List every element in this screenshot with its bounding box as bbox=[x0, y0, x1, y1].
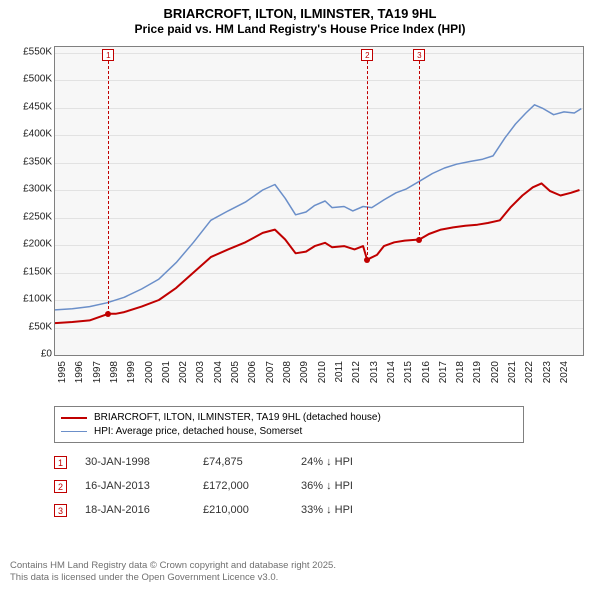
x-tick-label: 1997 bbox=[92, 361, 104, 383]
x-tick-label: 1996 bbox=[74, 361, 86, 383]
x-tick-label: 2000 bbox=[144, 361, 156, 383]
transaction-diff: 33% ↓ HPI bbox=[301, 504, 401, 516]
x-tick-label: 2021 bbox=[507, 361, 519, 383]
transaction-table: 1 30-JAN-1998 £74,875 24% ↓ HPI 2 16-JAN-2013… bbox=[54, 450, 401, 522]
transaction-marker: 2 bbox=[54, 480, 67, 493]
transaction-price: £172,000 bbox=[203, 480, 283, 492]
x-tick-label: 2007 bbox=[265, 361, 277, 383]
chart: £0 £50K £100K £150K £200K £250K £300K £350K £400… bbox=[10, 46, 590, 398]
legend-label: HPI: Average price, detached house, Some… bbox=[94, 425, 302, 439]
marker-dot bbox=[416, 237, 422, 243]
legend-item: HPI: Average price, detached house, Some… bbox=[61, 425, 517, 439]
transaction-marker: 3 bbox=[54, 504, 67, 517]
legend: BRIARCROFT, ILTON, ILMINSTER, TA19 9HL (… bbox=[54, 406, 524, 443]
chart-svg bbox=[55, 47, 583, 355]
title-line2: Price paid vs. HM Land Registry's House … bbox=[0, 22, 600, 37]
y-tick-label: £350K bbox=[10, 156, 52, 167]
title-line1: BRIARCROFT, ILTON, ILMINSTER, TA19 9HL bbox=[0, 6, 600, 22]
y-tick-label: £0 bbox=[10, 349, 52, 360]
attribution-line2: This data is licensed under the Open Gov… bbox=[10, 572, 336, 584]
transaction-date: 16-JAN-2013 bbox=[85, 480, 185, 492]
x-tick-label: 2015 bbox=[403, 361, 415, 383]
x-tick-label: 2016 bbox=[421, 361, 433, 383]
x-tick-label: 2024 bbox=[559, 361, 571, 383]
x-tick-label: 2003 bbox=[195, 361, 207, 383]
x-tick-label: 2010 bbox=[317, 361, 329, 383]
marker-dot bbox=[364, 257, 370, 263]
transaction-marker: 1 bbox=[54, 456, 67, 469]
plot-area: 1 2 3 bbox=[54, 46, 584, 356]
transaction-diff: 24% ↓ HPI bbox=[301, 456, 401, 468]
y-tick-label: £500K bbox=[10, 74, 52, 85]
x-tick-label: 2019 bbox=[472, 361, 484, 383]
legend-item: BRIARCROFT, ILTON, ILMINSTER, TA19 9HL (… bbox=[61, 411, 517, 425]
y-tick-label: £250K bbox=[10, 211, 52, 222]
y-tick-label: £300K bbox=[10, 184, 52, 195]
transaction-diff: 36% ↓ HPI bbox=[301, 480, 401, 492]
marker-line bbox=[108, 61, 109, 314]
y-tick-label: £100K bbox=[10, 294, 52, 305]
marker-line bbox=[367, 61, 368, 260]
attribution-line1: Contains HM Land Registry data © Crown c… bbox=[10, 560, 336, 572]
transaction-price: £74,875 bbox=[203, 456, 283, 468]
x-tick-label: 2018 bbox=[455, 361, 467, 383]
marker-dot bbox=[105, 311, 111, 317]
x-tick-label: 2023 bbox=[542, 361, 554, 383]
series-line bbox=[55, 105, 581, 310]
legend-swatch bbox=[61, 431, 87, 432]
y-tick-label: £50K bbox=[10, 321, 52, 332]
y-tick-label: £550K bbox=[10, 46, 52, 57]
x-tick-label: 2005 bbox=[230, 361, 242, 383]
x-tick-label: 2009 bbox=[299, 361, 311, 383]
transaction-row: 1 30-JAN-1998 £74,875 24% ↓ HPI bbox=[54, 450, 401, 474]
x-tick-label: 1999 bbox=[126, 361, 138, 383]
y-tick-label: £450K bbox=[10, 101, 52, 112]
x-tick-label: 2012 bbox=[351, 361, 363, 383]
marker-line bbox=[419, 61, 420, 240]
x-tick-label: 1995 bbox=[57, 361, 69, 383]
x-tick-label: 2022 bbox=[524, 361, 536, 383]
x-tick-label: 2004 bbox=[213, 361, 225, 383]
marker-box: 2 bbox=[361, 49, 373, 61]
marker-box: 1 bbox=[102, 49, 114, 61]
x-tick-label: 2001 bbox=[161, 361, 173, 383]
x-tick-label: 2020 bbox=[490, 361, 502, 383]
transaction-date: 18-JAN-2016 bbox=[85, 504, 185, 516]
attribution: Contains HM Land Registry data © Crown c… bbox=[10, 560, 336, 584]
x-tick-label: 2013 bbox=[369, 361, 381, 383]
transaction-row: 3 18-JAN-2016 £210,000 33% ↓ HPI bbox=[54, 498, 401, 522]
y-tick-label: £200K bbox=[10, 239, 52, 250]
x-tick-label: 2011 bbox=[334, 361, 346, 383]
x-tick-label: 2017 bbox=[438, 361, 450, 383]
transaction-row: 2 16-JAN-2013 £172,000 36% ↓ HPI bbox=[54, 474, 401, 498]
y-tick-label: £150K bbox=[10, 266, 52, 277]
transaction-date: 30-JAN-1998 bbox=[85, 456, 185, 468]
y-tick-label: £400K bbox=[10, 129, 52, 140]
chart-title: BRIARCROFT, ILTON, ILMINSTER, TA19 9HL P… bbox=[0, 0, 600, 37]
x-tick-label: 1998 bbox=[109, 361, 121, 383]
x-tick-label: 2014 bbox=[386, 361, 398, 383]
x-tick-label: 2006 bbox=[247, 361, 259, 383]
legend-label: BRIARCROFT, ILTON, ILMINSTER, TA19 9HL (… bbox=[94, 411, 381, 425]
transaction-price: £210,000 bbox=[203, 504, 283, 516]
legend-swatch bbox=[61, 417, 87, 419]
marker-box: 3 bbox=[413, 49, 425, 61]
x-tick-label: 2002 bbox=[178, 361, 190, 383]
x-tick-label: 2008 bbox=[282, 361, 294, 383]
